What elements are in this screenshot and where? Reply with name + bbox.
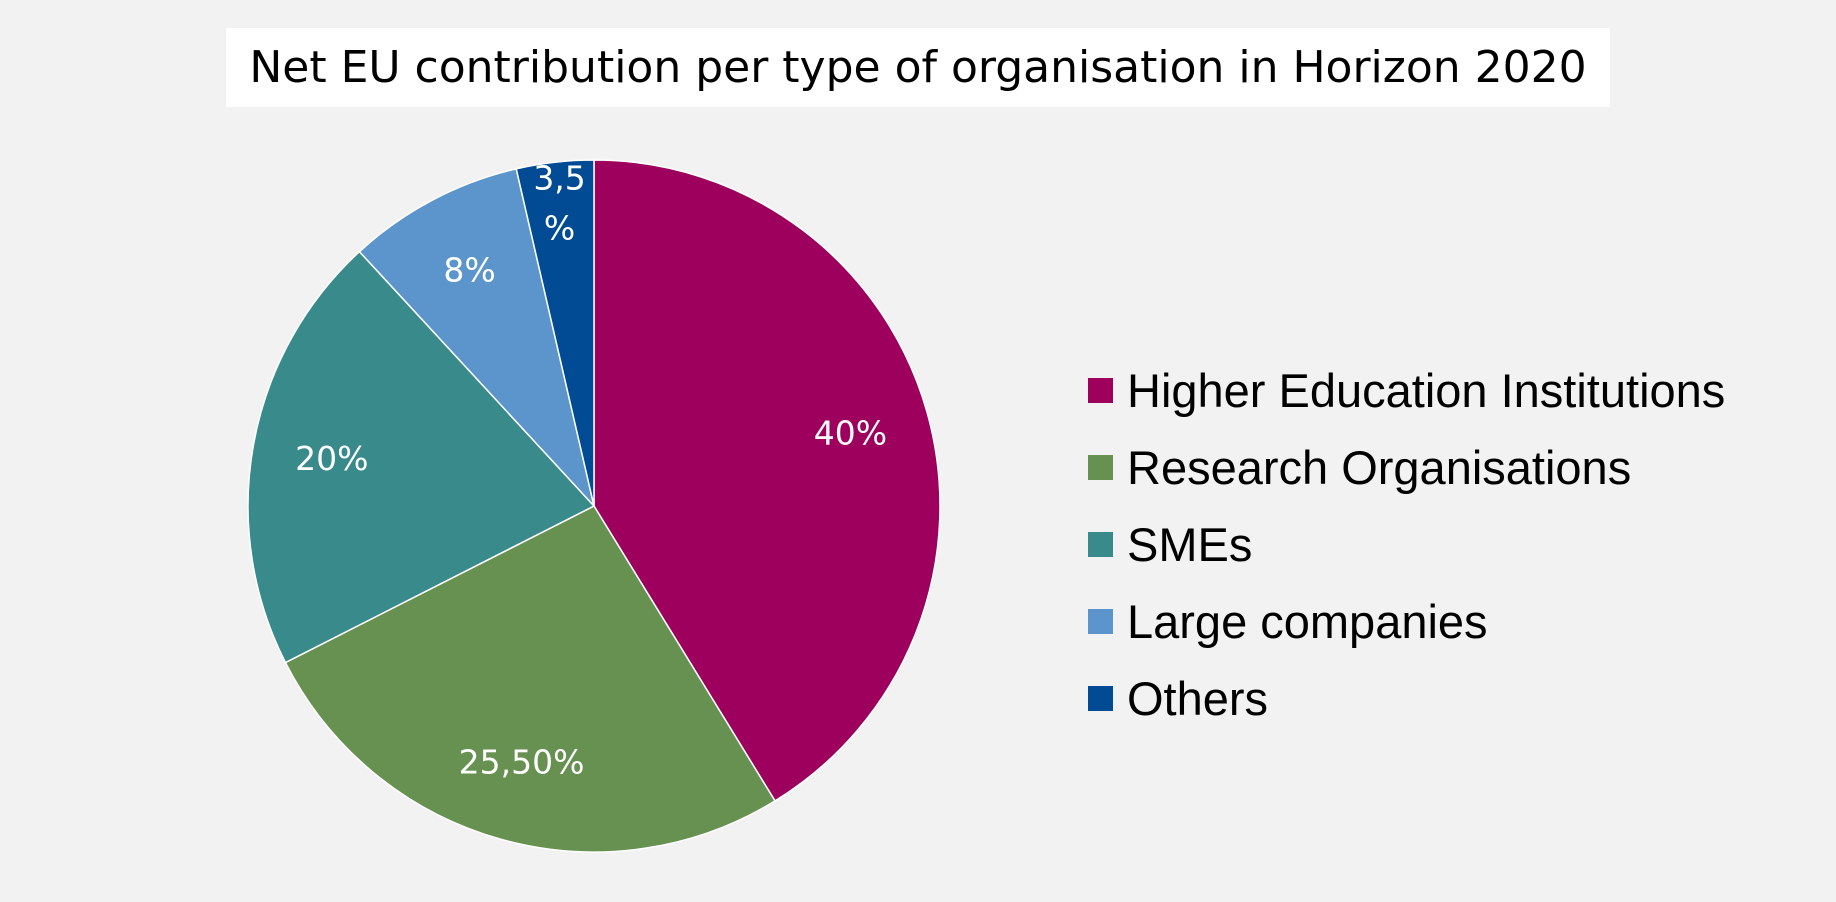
legend-item: Research Organisations	[1088, 429, 1818, 506]
pie-slice-research-organisations	[284, 505, 777, 853]
legend-item: Others	[1088, 660, 1818, 737]
pie-slice-label: 40%	[814, 414, 887, 453]
legend-swatch	[1088, 378, 1113, 403]
legend-swatch	[1088, 532, 1113, 557]
legend-item: SMEs	[1088, 506, 1818, 583]
pie-slice-smes	[247, 250, 596, 664]
legend-label: Large companies	[1127, 595, 1488, 648]
pie-slice-others	[515, 159, 595, 507]
chart-title-box: Net EU contribution per type of organisa…	[226, 28, 1610, 107]
chart-legend: Higher Education Institutions Research Or…	[1088, 352, 1818, 737]
legend-label: SMEs	[1127, 518, 1253, 571]
legend-item: Higher Education Institutions	[1088, 352, 1818, 429]
legend-item: Large companies	[1088, 583, 1818, 660]
legend-label: Others	[1127, 672, 1269, 725]
pie-slice-label: 20%	[295, 439, 368, 478]
pie-slice-higher-education-institutions	[593, 159, 941, 802]
legend-swatch	[1088, 609, 1113, 634]
pie-slice-label: 25,50%	[459, 742, 585, 781]
legend-label: Higher Education Institutions	[1127, 364, 1726, 417]
legend-label: Research Organisations	[1127, 441, 1632, 494]
pie-slice-label: 8%	[443, 250, 495, 289]
legend-swatch	[1088, 455, 1113, 480]
pie-slice-label: 3,5%	[533, 158, 585, 247]
legend-swatch	[1088, 686, 1113, 711]
chart-title: Net EU contribution per type of organisa…	[249, 42, 1587, 93]
